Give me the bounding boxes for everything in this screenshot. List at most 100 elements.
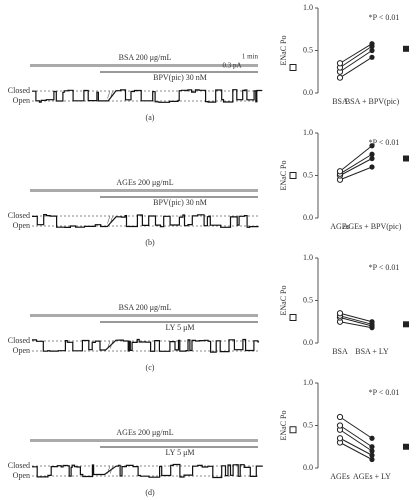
- point-after: [369, 155, 375, 162]
- treatment-bar: [30, 64, 258, 67]
- point-after: [369, 319, 375, 325]
- annotation: *P < 0.01: [369, 263, 400, 272]
- panel-label: (a): [146, 113, 155, 122]
- point-after: [369, 448, 375, 454]
- y-tick-label: 1.0: [303, 253, 313, 262]
- break-mark: //: [107, 340, 113, 351]
- y-tick-label: 0.0: [303, 338, 313, 347]
- point-before: [336, 310, 344, 317]
- treatment-bar: [30, 314, 258, 317]
- y-tick-label: 0.0: [303, 88, 313, 97]
- panel-label: (c): [146, 363, 155, 372]
- channel-trace: [32, 338, 259, 353]
- pair-line: [339, 442, 373, 460]
- closed-label: Closed: [8, 336, 30, 345]
- y-axis-label: ENaC Po: [279, 286, 288, 316]
- pair-line: [339, 56, 373, 79]
- x-tick-label: BSA: [332, 347, 348, 356]
- scale-current: 0.3 pA: [222, 62, 241, 70]
- point-after: [369, 456, 375, 463]
- pair-line: [339, 429, 373, 452]
- channel-trace: [32, 214, 259, 228]
- point-before: [336, 422, 344, 429]
- point-after: [369, 452, 375, 458]
- y-tick-label: 0.5: [303, 420, 313, 429]
- point-after: [369, 54, 375, 60]
- y-tick-label: 0.0: [303, 213, 313, 222]
- point-after: [369, 143, 375, 149]
- point-after: [369, 444, 375, 450]
- pair-line: [339, 45, 373, 68]
- x-tick-label: AGEs: [330, 472, 350, 481]
- pair-line: [339, 315, 373, 325]
- annotation: *P < 0.01: [369, 388, 400, 397]
- y-tick-label: 0.0: [303, 463, 313, 472]
- point-before: [336, 60, 344, 67]
- panel-label: (d): [145, 488, 155, 497]
- drug-label: BPV(pic) 30 nM: [153, 198, 207, 207]
- point-after: [369, 435, 375, 441]
- mean-before: [289, 426, 297, 434]
- pair-line: [339, 312, 373, 323]
- point-after: [369, 151, 375, 157]
- y-tick-label: 0.5: [303, 45, 313, 54]
- open-label: Open: [13, 221, 30, 230]
- treatment-bar: [30, 439, 258, 442]
- treatment-label: BSA 200 μg/mL: [119, 303, 172, 312]
- point-before: [336, 413, 344, 421]
- y-axis-label: ENaC Po: [279, 36, 288, 66]
- pair-line: [339, 43, 373, 64]
- point-after: [369, 47, 375, 54]
- scale-time: 1 min: [242, 53, 259, 61]
- point-before: [336, 74, 344, 81]
- annotation: *P < 0.01: [369, 138, 400, 147]
- treatment-label: BSA 200 μg/mL: [119, 53, 172, 62]
- treatment-label: AGEs 200 μg/mL: [116, 428, 173, 437]
- open-label: Open: [13, 471, 30, 480]
- point-after: [369, 41, 375, 47]
- mean-after: [403, 321, 409, 328]
- point-after: [369, 164, 375, 170]
- pair-line: [339, 145, 373, 172]
- x-tick-label: BSA: [332, 97, 348, 106]
- mean-after: [403, 443, 409, 450]
- treatment-label: AGEs 200 μg/mL: [116, 178, 173, 187]
- y-axis-label: ENaC Po: [279, 161, 288, 191]
- channel-trace: [32, 463, 263, 479]
- open-label: Open: [13, 96, 30, 105]
- break-mark: //: [107, 465, 113, 476]
- mean-after: [403, 155, 409, 162]
- y-tick-label: 0.5: [303, 170, 313, 179]
- x-tick-label: AGEs + BPV(pic): [343, 222, 402, 231]
- break-mark: //: [107, 215, 113, 226]
- closed-label: Closed: [8, 86, 30, 95]
- drug-label: LY 5 μM: [166, 448, 195, 457]
- point-before: [336, 435, 344, 442]
- channel-trace: [32, 89, 263, 103]
- y-tick-label: 1.0: [303, 128, 313, 137]
- mean-before: [289, 172, 297, 179]
- x-tick-label: BSA + BPV(pic): [345, 97, 400, 106]
- pair-line: [339, 317, 373, 327]
- mean-before: [289, 314, 297, 321]
- y-tick-label: 1.0: [303, 378, 313, 387]
- pair-line: [339, 153, 373, 175]
- pair-line: [339, 321, 373, 329]
- y-tick-label: 1.0: [303, 3, 313, 12]
- y-axis-label: ENaC Po: [279, 411, 288, 441]
- drug-label: BPV(pic) 30 nM: [153, 73, 207, 82]
- x-tick-label: BSA + LY: [355, 347, 389, 356]
- closed-label: Closed: [8, 461, 30, 470]
- x-tick-label: AGEs + LY: [353, 472, 391, 481]
- pair-line: [339, 50, 373, 73]
- closed-label: Closed: [8, 211, 30, 220]
- pair-line: [339, 425, 373, 448]
- pair-line: [339, 416, 373, 439]
- x-tick-label: AGEs: [330, 222, 350, 231]
- open-label: Open: [13, 346, 30, 355]
- treatment-bar: [30, 189, 258, 192]
- pair-line: [339, 437, 373, 456]
- mean-after: [403, 45, 409, 52]
- annotation: *P < 0.01: [369, 13, 400, 22]
